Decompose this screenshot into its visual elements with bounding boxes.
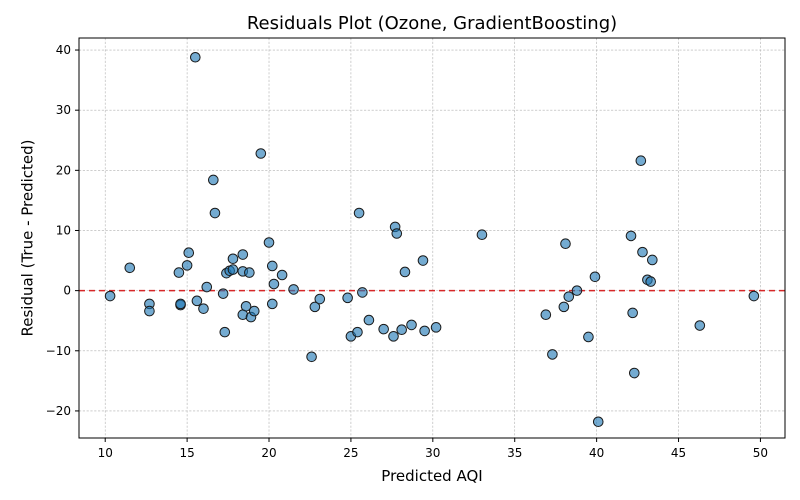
data-point (635, 155, 647, 167)
data-point (378, 323, 389, 335)
data-point (589, 271, 601, 283)
data-point (342, 292, 353, 304)
data-point (266, 298, 278, 310)
axis-ticks: 10 15 20 25 30 35 40 45 50 −20 −10 0 10 20 30 40 (46, 43, 768, 460)
data-point (208, 174, 219, 186)
data-point (399, 266, 411, 278)
data-point (627, 307, 638, 319)
x-tick-label: 50 (753, 446, 768, 460)
data-point (353, 207, 365, 219)
y-tick-label: 20 (56, 163, 71, 177)
data-point (173, 267, 185, 278)
data-point (560, 238, 571, 250)
data-point (240, 300, 252, 312)
data-point (563, 291, 575, 302)
data-point (263, 237, 275, 248)
data-point (124, 262, 136, 274)
data-point (104, 290, 116, 302)
data-point (248, 305, 260, 317)
data-point (694, 320, 706, 331)
data-point (583, 331, 594, 343)
data-point (227, 264, 239, 275)
data-point (430, 322, 442, 333)
data-point (540, 309, 552, 320)
data-point (357, 287, 368, 298)
x-tick-label: 10 (98, 446, 113, 460)
x-tick-label: 45 (671, 446, 686, 460)
x-axis-title: Predicted AQI (381, 467, 482, 485)
chart-title: Residuals Plot (Ozone, GradientBoosting) (247, 13, 617, 34)
data-point (288, 284, 299, 295)
y-axis-title: Residual (True - Predicted) (18, 139, 36, 336)
data-point (352, 326, 363, 338)
data-point (645, 276, 656, 287)
data-point (748, 290, 760, 302)
data-point (628, 367, 640, 379)
data-point (647, 254, 658, 266)
x-tick-label: 30 (425, 446, 440, 460)
x-tick-label: 25 (343, 446, 358, 460)
data-point (181, 260, 193, 271)
grid (79, 38, 785, 438)
data-point (419, 325, 430, 337)
data-point (309, 301, 321, 313)
data-point (592, 416, 604, 428)
x-tick-label: 20 (261, 446, 276, 460)
data-point (363, 314, 375, 326)
data-point (625, 230, 637, 242)
y-tick-label: −20 (46, 404, 71, 418)
y-tick-label: 30 (56, 103, 71, 117)
y-tick-label: 10 (56, 223, 71, 237)
data-point (255, 148, 267, 159)
data-point (558, 301, 570, 313)
data-point (201, 281, 213, 293)
data-point (198, 303, 209, 314)
x-tick-label: 15 (179, 446, 194, 460)
data-point (266, 260, 278, 272)
data-point (637, 246, 648, 258)
data-point (175, 298, 186, 310)
data-point (183, 247, 195, 259)
data-point (476, 229, 488, 240)
data-point (547, 349, 558, 360)
data-point (268, 278, 280, 290)
data-point (244, 267, 255, 278)
y-tick-label: 0 (63, 284, 71, 298)
data-point (209, 207, 221, 219)
data-point (144, 305, 155, 317)
y-tick-label: −10 (46, 344, 71, 358)
data-point (191, 295, 203, 307)
data-point (306, 351, 317, 363)
plot-frame (78, 37, 786, 439)
data-point (227, 253, 239, 265)
data-point (219, 326, 231, 338)
x-tick-label: 40 (589, 446, 604, 460)
data-point (571, 285, 583, 296)
data-point (396, 324, 407, 336)
data-point (417, 255, 429, 266)
data-point (190, 51, 201, 63)
data-points (104, 51, 760, 428)
y-tick-label: 40 (56, 43, 71, 57)
x-tick-label: 35 (507, 446, 522, 460)
data-point (217, 288, 229, 299)
data-point (276, 269, 288, 281)
data-point (391, 228, 403, 239)
data-point (406, 319, 417, 331)
data-point (237, 249, 249, 260)
data-point (388, 331, 399, 342)
data-point (314, 293, 326, 305)
